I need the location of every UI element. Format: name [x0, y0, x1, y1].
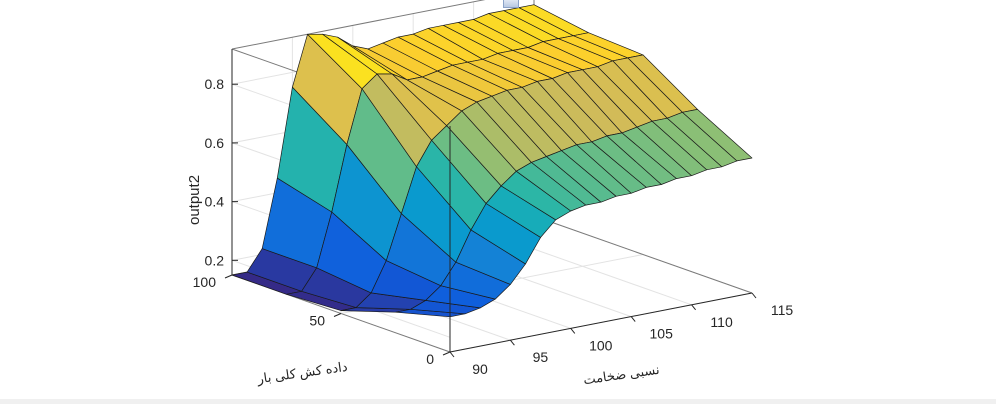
axis-edge	[533, 215, 753, 294]
x-tick-mark	[510, 339, 515, 346]
x-tick-mark	[570, 328, 576, 334]
y-axis-label: داده کش کلی بار	[255, 359, 348, 388]
y-tick-mark	[333, 313, 342, 317]
x-tick-mark	[449, 351, 455, 358]
x-tick-label: 110	[710, 314, 733, 330]
y-tick-label: 0	[426, 351, 434, 367]
x-tick-label: 100	[589, 337, 613, 353]
z-axis-label: output2	[186, 175, 203, 225]
y-tick-label: 50	[309, 313, 325, 329]
z-tick-label: 0.6	[205, 135, 225, 151]
x-tick-label: 95	[533, 349, 549, 365]
y-tick-label: 100	[193, 274, 217, 290]
x-tick-label: 115	[771, 302, 794, 318]
surface-patches	[231, 4, 753, 318]
x-axis-label: نسبی ضخامت	[582, 362, 660, 388]
figure-toolbar-button[interactable]	[503, 0, 519, 8]
y-tick-labels: 0 50 100	[193, 274, 451, 367]
x-tick-label: 90	[472, 361, 488, 377]
z-tick-label: 0.4	[205, 194, 225, 210]
axis-line	[449, 292, 753, 353]
z-tick-labels: 0.2 0.4 0.6 0.8	[205, 76, 238, 268]
surface-patch	[682, 109, 753, 162]
z-tick-label: 0.2	[205, 252, 225, 268]
axes-front-box	[231, 49, 753, 353]
axis-edge	[231, 0, 486, 50]
x-tick-mark	[751, 292, 757, 299]
y-tick-mark	[224, 274, 233, 279]
x-tick-labels: 90 95 100 105 110 115	[449, 292, 794, 377]
y-tick-mark	[442, 351, 451, 356]
x-tick-mark	[691, 304, 696, 311]
x-tick-mark	[630, 316, 636, 322]
x-tick-label: 105	[650, 326, 674, 342]
z-tick-label: 0.8	[205, 76, 225, 92]
